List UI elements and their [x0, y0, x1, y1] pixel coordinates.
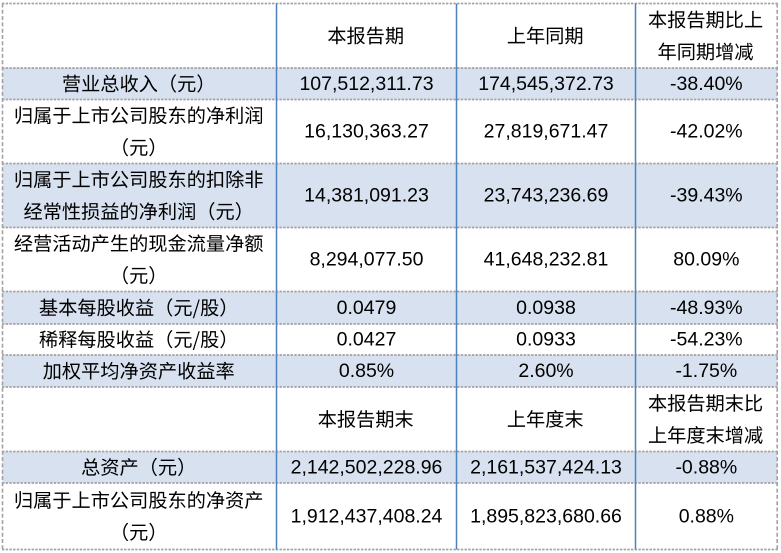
- svg-text:-42.02%: -42.02%: [670, 121, 743, 143]
- svg-text:0.88%: 0.88%: [679, 505, 734, 527]
- svg-text:80.09%: 80.09%: [673, 249, 739, 271]
- svg-text:8,294,077.50: 8,294,077.50: [310, 249, 424, 271]
- svg-text:-48.93%: -48.93%: [670, 297, 743, 319]
- svg-text:1,895,823,680.66: 1,895,823,680.66: [470, 505, 622, 527]
- svg-text:0.85%: 0.85%: [339, 360, 394, 382]
- svg-text:0.0479: 0.0479: [337, 297, 397, 319]
- svg-text:-0.88%: -0.88%: [675, 456, 737, 478]
- svg-text:14,381,091.23: 14,381,091.23: [304, 185, 429, 207]
- svg-text:0.0938: 0.0938: [516, 297, 576, 319]
- svg-text:107,512,311.73: 107,512,311.73: [299, 73, 433, 95]
- svg-text:2,142,502,228.96: 2,142,502,228.96: [291, 456, 443, 478]
- svg-text:1,912,437,408.24: 1,912,437,408.24: [291, 505, 443, 527]
- svg-text:23,743,236.69: 23,743,236.69: [484, 185, 609, 207]
- svg-text:2,161,537,424.13: 2,161,537,424.13: [470, 456, 622, 478]
- svg-text:2.60%: 2.60%: [518, 360, 573, 382]
- svg-text:0.0933: 0.0933: [516, 329, 576, 351]
- svg-text:-38.40%: -38.40%: [670, 73, 743, 95]
- svg-text:-54.23%: -54.23%: [670, 329, 743, 351]
- svg-text:16,130,363.27: 16,130,363.27: [304, 121, 429, 143]
- svg-text:-39.43%: -39.43%: [670, 185, 743, 207]
- svg-text:27,819,671.47: 27,819,671.47: [484, 121, 609, 143]
- svg-text:0.0427: 0.0427: [337, 329, 397, 351]
- svg-text:174,545,372.73: 174,545,372.73: [478, 73, 614, 95]
- svg-text:-1.75%: -1.75%: [675, 360, 737, 382]
- svg-text:41,648,232.81: 41,648,232.81: [484, 249, 609, 271]
